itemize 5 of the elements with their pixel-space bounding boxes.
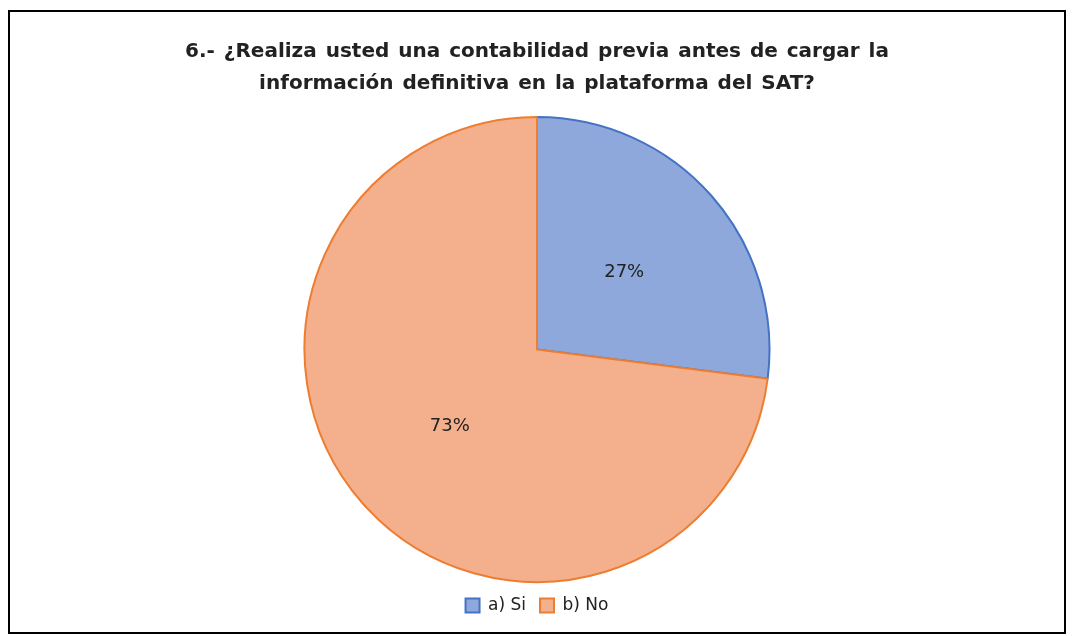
legend-label: a) Si — [488, 593, 527, 614]
data-label: 73% — [429, 414, 470, 436]
legend-label: b) No — [562, 593, 609, 614]
data-label: 27% — [604, 260, 645, 282]
chart-title: 6.- ¿Realiza usted una contabilidad previa antes de cargar la información definitiva en la plataforma del SAT? — [184, 37, 890, 96]
